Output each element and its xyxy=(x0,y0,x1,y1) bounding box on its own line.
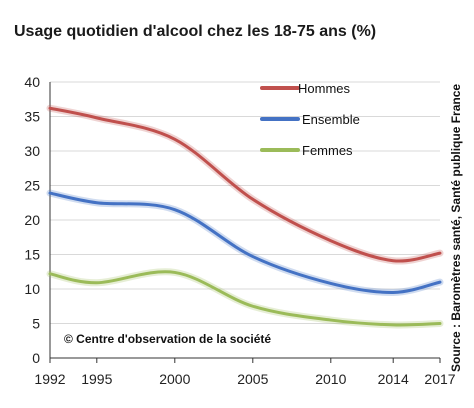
y-tick-label: 5 xyxy=(32,316,40,332)
legend-label-ensemble: Ensemble xyxy=(302,112,360,127)
x-tick-label: 2005 xyxy=(237,371,268,387)
x-tick-label: 2017 xyxy=(424,371,455,387)
y-tick-label: 25 xyxy=(24,178,40,194)
x-tick-label: 1992 xyxy=(34,371,65,387)
y-tick-label: 0 xyxy=(32,350,40,366)
y-tick-label: 40 xyxy=(24,74,40,90)
legend-label-femmes: Femmes xyxy=(302,143,353,158)
series-line-ensemble xyxy=(48,191,442,294)
legend-label-hommes: Hommes xyxy=(298,81,351,96)
legend: Hommes Ensemble Femmes xyxy=(260,81,360,158)
y-tick-label: 35 xyxy=(24,109,40,125)
y-tick-label: 20 xyxy=(24,212,40,228)
series-line-hommes xyxy=(48,106,442,263)
series-line-femmes xyxy=(48,270,442,327)
y-tick-label: 30 xyxy=(24,143,40,159)
series-line-glow-hommes xyxy=(46,104,444,265)
series-line-glow-ensemble xyxy=(46,189,444,296)
chart-title: Usage quotidien d'alcool chez les 18-75 … xyxy=(14,23,376,40)
x-axis-ticks: 1992 1995 2000 2005 2010 2014 2017 xyxy=(34,358,456,387)
credit-annotation: © Centre d'observation de la société xyxy=(64,332,271,346)
series-lines xyxy=(46,104,444,329)
y-axis-ticks: 0 5 10 15 20 25 30 35 40 xyxy=(24,74,40,366)
source-annotation: Source : Baromètres santé, Santé publiqu… xyxy=(449,84,463,372)
gridlines xyxy=(49,81,440,359)
x-tick-label: 1995 xyxy=(81,371,112,387)
x-tick-label: 2014 xyxy=(378,371,409,387)
x-tick-label: 2010 xyxy=(315,371,346,387)
y-tick-label: 10 xyxy=(24,281,40,297)
x-tick-label: 2000 xyxy=(159,371,190,387)
series-line-glow-femmes xyxy=(46,268,444,329)
y-tick-label: 15 xyxy=(24,247,40,263)
